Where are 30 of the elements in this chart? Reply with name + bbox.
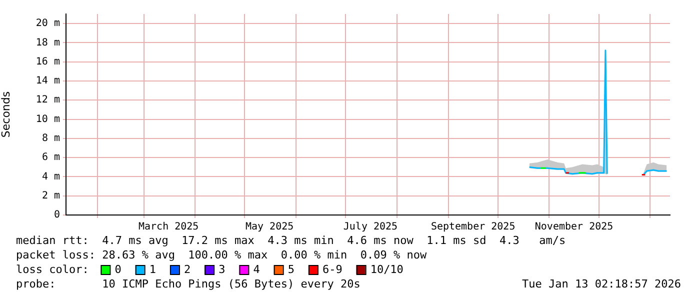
y-tick-label: 10 m (36, 114, 60, 125)
y-tick-label: 6 m (42, 152, 60, 164)
x-tick-label: March 2025 (138, 222, 199, 233)
text: packet loss: 28.63 % avg 100.00 % max 0.00 % min 0.09 % now (16, 248, 427, 262)
x-tick-label: September 2025 (430, 222, 516, 233)
y-tick-label: 2 m (42, 190, 60, 202)
legend-label: 2 (184, 262, 191, 276)
y-tick-label: 16 m (36, 56, 60, 68)
legend-title: loss color: (16, 262, 89, 276)
x-tick-label: May 2025 (245, 222, 294, 233)
legend-label: 1 (149, 262, 156, 276)
y-tick-label: 12 m (36, 94, 60, 106)
text: median rtt: 4.7 ms avg 17.2 ms max 4.3 ms min 4.6 ms now 1.1 ms sd 4.3 am/s (16, 234, 566, 247)
x-tick-label: July 2025 (343, 222, 398, 233)
y-tick-label: 18 m (36, 37, 60, 48)
y-tick-label: 14 m (36, 76, 60, 87)
text: probe: 10 ICMP Echo Pings (56 Bytes) every 20s (16, 277, 360, 290)
y-tick-label: 4 m (42, 171, 60, 182)
legend-label: 6-9 (322, 262, 342, 276)
legend-label: 3 (218, 262, 226, 276)
x-tick-label: November 2025 (534, 222, 614, 233)
legend-label: 0 (114, 262, 122, 276)
legend-label: 5 (288, 262, 294, 276)
legend-label: 10/10 (370, 262, 404, 276)
y-axis-title: Seconds (0, 91, 12, 138)
y-tick-label: 0 (54, 210, 60, 221)
legend-label: 4 (253, 262, 260, 276)
y-tick-label: 20 m (36, 18, 60, 30)
text: Tue Jan 13 02:18:57 2026 (522, 277, 681, 290)
y-tick-label: 8 m (42, 133, 60, 144)
